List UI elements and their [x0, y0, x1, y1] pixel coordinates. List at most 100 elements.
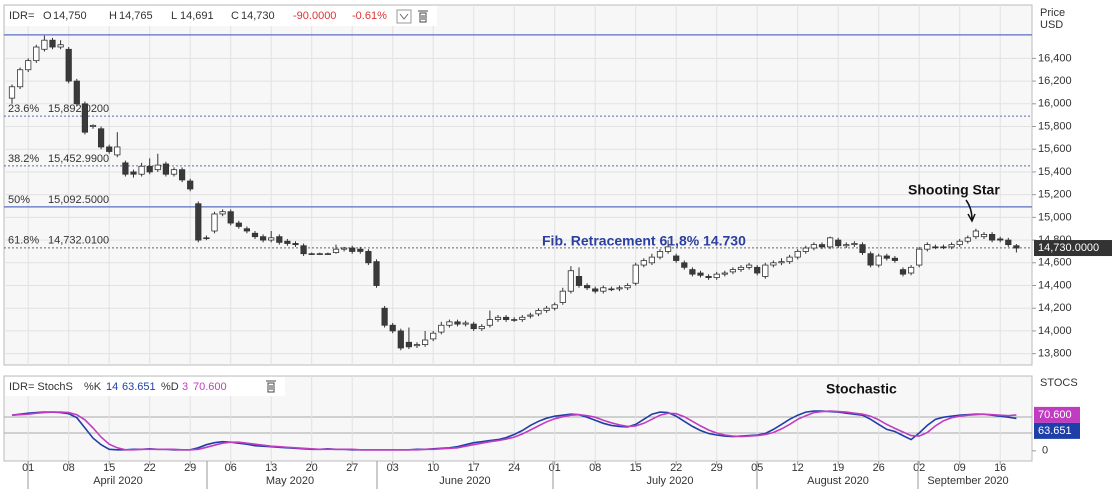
candle-body [16, 69, 24, 88]
y-tick-label: 13,800 [1038, 348, 1072, 360]
candle-body [567, 270, 575, 292]
candle-body [980, 234, 988, 238]
fib-label: 23.6% [8, 103, 39, 115]
candle-body [502, 316, 510, 320]
y-tick-label: 16,400 [1038, 52, 1072, 64]
fib-label: 38.2% [8, 153, 39, 165]
candle-body [754, 266, 761, 274]
axis-title: Price [1040, 7, 1065, 19]
delete-icon[interactable] [418, 10, 428, 23]
fib-levels: 23.6% 15,892.0200 38.2% 15,452.9900 50% 15,09… [4, 34, 1032, 249]
candle-body [559, 290, 566, 303]
candle-body [673, 255, 680, 261]
y-tick-label: 14,600 [1038, 257, 1072, 269]
legend-name: %K [84, 381, 102, 393]
candle-body [940, 246, 947, 249]
candle-body [681, 262, 688, 268]
month-label: July 2020 [646, 475, 693, 487]
candle-body [624, 285, 631, 289]
candle-body [575, 276, 583, 286]
candle-body [916, 248, 923, 266]
stoch-title: IDR= StochS [9, 381, 73, 393]
candle-body [195, 203, 202, 241]
candle-body [397, 330, 404, 349]
x-tick-label: 29 [184, 462, 196, 474]
field-key: L [171, 10, 177, 22]
x-tick-label: 06 [225, 462, 237, 474]
symbol: IDR= [9, 10, 34, 22]
y-tick-label: 14,000 [1038, 325, 1072, 337]
x-tick-label: 02 [913, 462, 925, 474]
field-value: 14,730 [241, 10, 275, 22]
candle-body [867, 253, 874, 266]
y-tick-label: 15,000 [1038, 211, 1072, 223]
candle-body [543, 307, 550, 311]
value-tag [1034, 422, 1080, 439]
candle-body [25, 60, 32, 71]
candle-body [405, 341, 413, 348]
candle-body [41, 39, 48, 50]
header: IDR= O 14,750 H 14,765 L 14,691 C 14,730… [9, 9, 428, 24]
y-tick-label: 15,600 [1038, 143, 1072, 155]
candle-body [551, 304, 558, 309]
legend-period: 14 [106, 381, 118, 393]
annotation: Shooting Star [908, 182, 1000, 198]
y-tick-label: 15,200 [1038, 189, 1072, 201]
legend-name: %D [161, 381, 179, 393]
field-key: H [109, 10, 117, 22]
candle-body [608, 288, 615, 291]
axes: 13,80014,00014,20014,40014,60014,80015,0… [22, 52, 1112, 474]
x-tick-label: 22 [144, 462, 156, 474]
month-separator [27, 461, 919, 489]
fib-label: 50% [8, 194, 30, 206]
candle-body [697, 272, 704, 276]
candle-body [146, 165, 153, 173]
candle-body [276, 236, 283, 243]
candle-body [438, 324, 445, 333]
candle-body [600, 287, 607, 292]
x-tick-label: 22 [670, 462, 682, 474]
candle-body [656, 251, 664, 258]
x-tick-label: 29 [711, 462, 723, 474]
candle-body [454, 321, 461, 325]
candle-body [349, 247, 356, 252]
candle-body [381, 307, 388, 326]
candle-body [1013, 245, 1020, 249]
x-tick-label: 24 [508, 462, 520, 474]
candle-body [106, 146, 113, 152]
candle-body [227, 211, 234, 224]
x-tick-label: 09 [954, 462, 966, 474]
candle-body [827, 237, 834, 248]
candle-body [98, 128, 105, 148]
value-tag-label: 63.651 [1038, 425, 1072, 437]
candle-body [729, 269, 737, 273]
value-tag-label: 70.600 [1038, 409, 1072, 421]
candle-body [284, 240, 291, 244]
y-tick-label: 15,800 [1038, 120, 1072, 132]
candle-body [859, 244, 866, 253]
candle-body [1005, 239, 1012, 246]
field-value: 14,765 [119, 10, 153, 22]
candle-body [802, 247, 809, 252]
candle-body [778, 261, 785, 264]
y-tick-label: 15,400 [1038, 166, 1072, 178]
candle-body [243, 228, 250, 232]
candle-body [49, 39, 56, 48]
y-tick-label: 14,400 [1038, 279, 1072, 291]
candle-body [494, 316, 502, 320]
candle-body [8, 86, 16, 99]
candle-body [162, 163, 169, 175]
candle-body [899, 269, 907, 275]
x-tick-label: 15 [630, 462, 642, 474]
price-tag-label: 14,730.0000 [1038, 242, 1099, 254]
price-tag [1034, 240, 1112, 257]
header-box [5, 6, 437, 26]
candle-body [689, 269, 696, 275]
axis-title: USD [1040, 19, 1063, 31]
candle-body [640, 260, 647, 266]
candle-body [956, 240, 963, 246]
dropdown-button[interactable] [396, 9, 412, 24]
delete-icon[interactable] [266, 380, 276, 393]
x-tick-label: 20 [306, 462, 318, 474]
